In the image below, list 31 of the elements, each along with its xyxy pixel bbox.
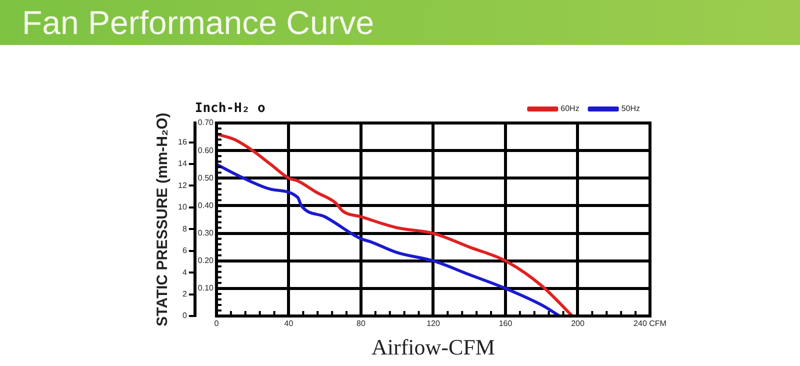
x-tick-label: 40 — [284, 319, 294, 328]
x-tick-label: 0 — [214, 319, 220, 328]
y2-tick-label: 8 — [182, 224, 188, 234]
y-tick-label: 0.10 — [198, 284, 214, 293]
y2-tick-label: 4 — [182, 268, 188, 277]
y2-tick-label: 14 — [178, 159, 188, 168]
legend-label: 50Hz — [621, 104, 640, 114]
y2-axis-title: STATIC PRESSURE (mm-H₂O) — [154, 112, 172, 326]
legend-label: 60Hz — [560, 104, 580, 114]
x-tick-label: 160 — [498, 319, 513, 328]
y-tick-label: 0.60 — [198, 146, 214, 155]
chart-title: Fan Performance Curve — [0, 0, 800, 45]
line-series — [216, 162, 562, 316]
y-tick-label: 0.30 — [198, 228, 214, 238]
y2-tick-label: 6 — [182, 246, 188, 256]
y2-tick-label: 0 — [182, 311, 188, 320]
x-tick-label: 80 — [356, 319, 366, 328]
x-tick-label: 240 CFM — [634, 319, 667, 328]
y-tick-label: 0.40 — [198, 200, 214, 210]
y-axis-title: Inch-H₂ o — [194, 100, 266, 116]
line-series — [216, 132, 574, 316]
y-tick-label: 0.50 — [198, 173, 214, 182]
x-tick-label: 200 — [571, 319, 585, 328]
x-tick-label: 120 — [426, 319, 440, 328]
y2-tick-label: 12 — [178, 180, 188, 190]
y-tick-label: 0.20 — [198, 256, 214, 266]
y-tick-label: 0.70 — [198, 118, 214, 128]
y2-tick-label: 2 — [182, 289, 188, 298]
y2-tick-label: 16 — [178, 138, 188, 147]
y2-tick-label: 10 — [178, 202, 188, 212]
x-axis-title: Airfiow-CFM — [372, 334, 495, 360]
